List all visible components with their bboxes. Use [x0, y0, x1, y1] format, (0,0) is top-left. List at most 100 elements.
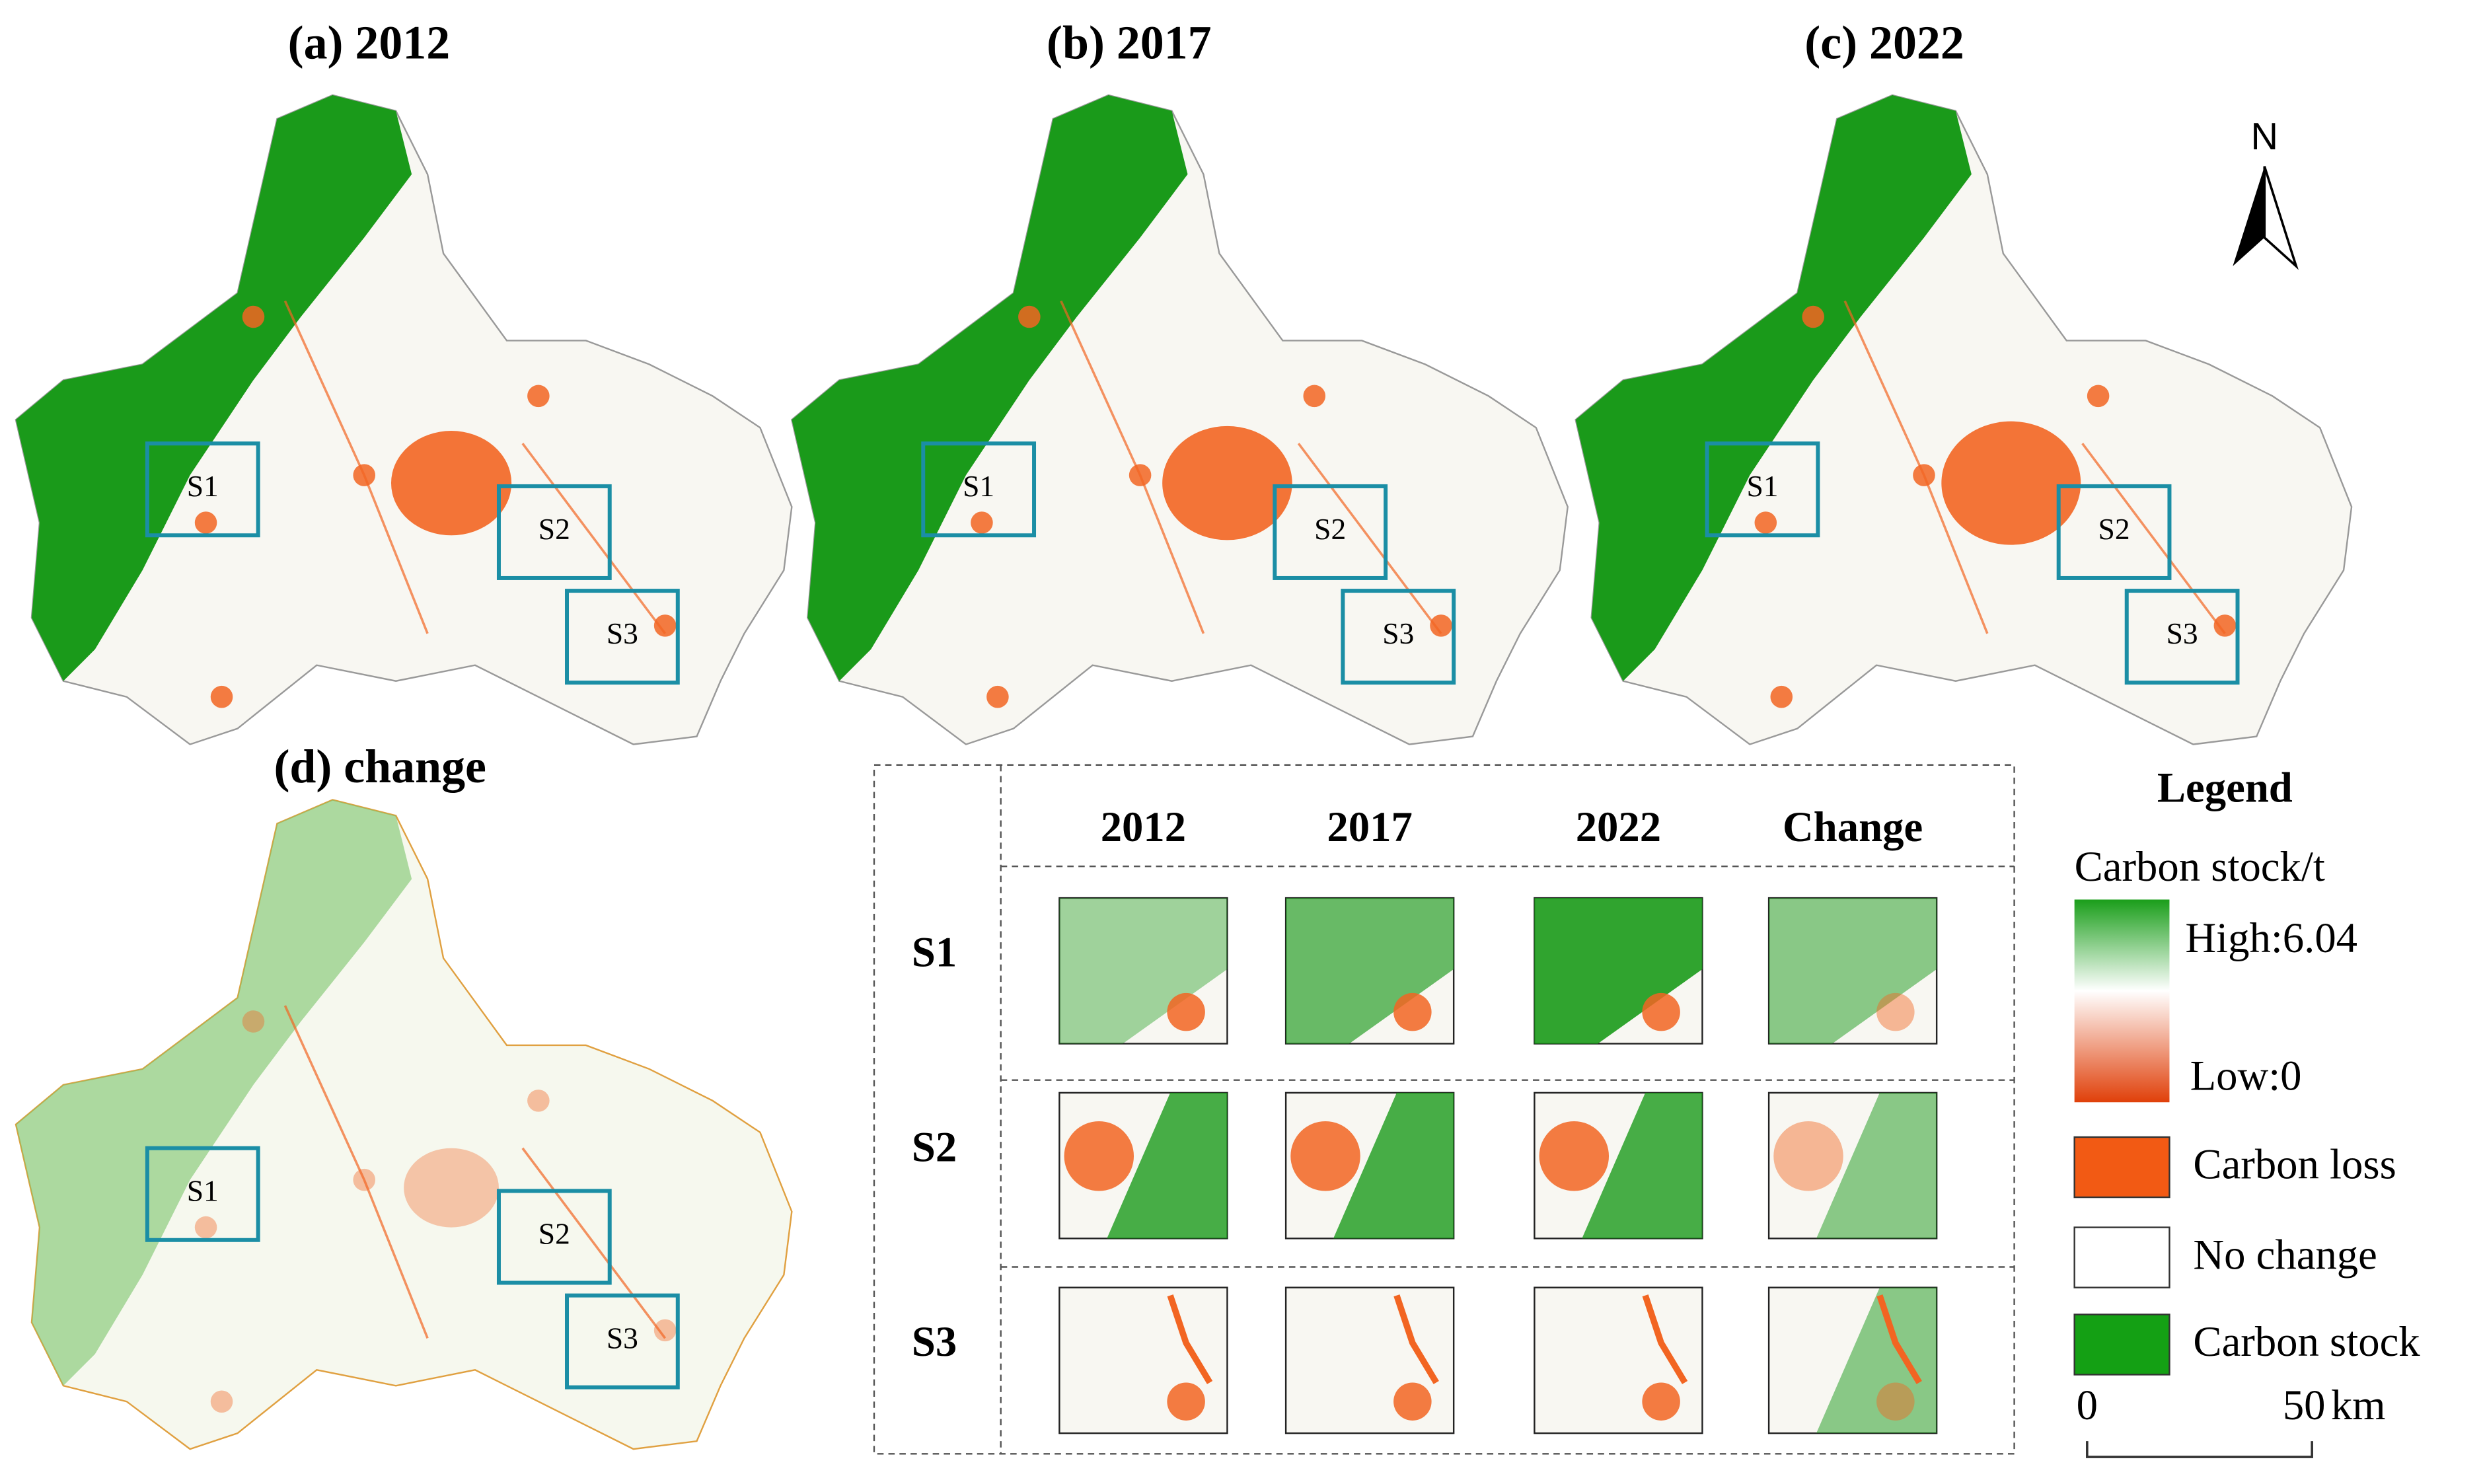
town: [210, 1390, 233, 1413]
study-box: [2056, 484, 2172, 580]
inset-cell: [1058, 897, 1228, 1045]
cell-forest: [1107, 1092, 1228, 1239]
box-label: S2: [1314, 512, 1346, 546]
town: [242, 305, 265, 328]
inset-cell: [1058, 1092, 1228, 1240]
cell-urban: [1167, 1382, 1205, 1421]
scale-end: 50: [2283, 1381, 2326, 1428]
inset-table: 2012 2017 2022 Change S1 S2 S3: [873, 764, 2015, 1455]
cell-urban: [1393, 992, 1432, 1031]
cell-forest: [1286, 898, 1454, 1044]
road: [283, 1005, 667, 1339]
box-label: S1: [187, 1174, 219, 1208]
study-box: [145, 441, 260, 538]
box-label: S3: [607, 616, 638, 650]
urban-area: [404, 1148, 499, 1228]
study-box: [496, 484, 612, 580]
urban-area: [1941, 421, 2081, 545]
north-label: N: [2250, 116, 2278, 158]
road: [283, 300, 667, 634]
town: [1303, 385, 1326, 408]
legend: Legend Carbon stock/t High:6.04 Low:0 Ca…: [2073, 763, 2420, 1458]
cell-river: [1167, 1294, 1213, 1384]
study-box: [2124, 589, 2240, 685]
map-panel: (c) 2022 S1 S2 S3: [1575, 17, 2353, 745]
study-box: [565, 1293, 680, 1390]
town: [210, 685, 233, 708]
legend-item: Carbon loss: [2193, 1140, 2396, 1188]
cell-urban: [1773, 1121, 1843, 1191]
column-header: 2022: [1576, 803, 1661, 850]
study-box: [145, 1146, 260, 1242]
forest-area: [15, 94, 412, 681]
town: [1018, 305, 1041, 328]
box-label: S3: [1382, 616, 1414, 650]
row-header: S2: [912, 1123, 957, 1170]
region-outline: [791, 94, 1569, 745]
cell-river: [1393, 1294, 1439, 1384]
legend-swatch: [2073, 1136, 2170, 1199]
cell-forest: [1816, 1092, 1937, 1239]
cell-forest: [1769, 898, 1937, 1044]
box-label: S2: [2098, 512, 2130, 546]
map-panel: (d) change S1 S2 S3: [15, 740, 793, 1450]
box-label: S1: [1746, 469, 1778, 503]
legend-title: Legend: [2157, 763, 2293, 811]
legend-swatch: [2073, 1226, 2170, 1288]
box-label: S2: [538, 1216, 570, 1250]
column-header: 2012: [1101, 803, 1186, 850]
legend-subtitle: Carbon stock/t: [2075, 842, 2325, 890]
map-panel: (a) 2012 S1 S2 S3: [15, 17, 793, 745]
legend-item: Carbon stock: [2193, 1317, 2420, 1365]
town: [1430, 614, 1452, 637]
road: [1843, 300, 2226, 634]
north-arrow-left: [2233, 166, 2265, 266]
cell-forest: [1816, 1287, 1937, 1434]
study-box: [565, 589, 680, 685]
inset-cell: [1284, 1286, 1455, 1434]
study-box: [1705, 441, 1820, 538]
inset-cell: [1534, 1092, 1703, 1240]
legend-high: High:6.04: [2185, 914, 2357, 961]
town: [1770, 685, 1793, 708]
inset-cell: [1534, 897, 1703, 1045]
forest-area: [15, 799, 412, 1386]
cell-urban: [1642, 992, 1680, 1031]
box-label: S2: [538, 512, 570, 546]
cell-forest: [1534, 898, 1703, 1044]
column-header: Change: [1783, 803, 1923, 850]
inset-cell: [1767, 1092, 1938, 1240]
town: [653, 1319, 677, 1342]
town: [1802, 305, 1824, 328]
cell-urban: [1642, 1382, 1680, 1421]
inset-cell: [1058, 1286, 1228, 1434]
inset-cell: [1767, 897, 1938, 1045]
study-box: [1273, 484, 1388, 580]
inset-cell: [1534, 1286, 1703, 1434]
inset-frame: [873, 764, 2015, 1455]
north-arrow-right: [2263, 166, 2299, 270]
maps: (a) 2012 S1 S2 S3 (b) 2017 S1 S2 S3 (c) 2022 S1 S2…: [15, 17, 2353, 1450]
inset-cell: [1767, 1286, 1938, 1434]
town: [2087, 385, 2110, 408]
cell-urban: [1539, 1121, 1610, 1191]
legend-low: Low:0: [2190, 1052, 2302, 1099]
town: [527, 1090, 550, 1112]
urban-area: [1162, 426, 1292, 540]
cell-urban: [1876, 992, 1915, 1031]
road: [1060, 300, 1442, 634]
cell-forest: [1582, 1092, 1703, 1239]
town: [986, 685, 1009, 708]
row-header: S3: [912, 1317, 957, 1365]
cell-river: [1642, 1294, 1688, 1384]
box-label: S3: [2167, 616, 2198, 650]
cell-urban: [1064, 1121, 1134, 1191]
box-label: S1: [187, 469, 219, 503]
inset-cell: [1284, 1092, 1455, 1240]
region-outline: [15, 799, 793, 1450]
study-box: [496, 1189, 612, 1285]
town: [2213, 614, 2237, 637]
inset-cell: [1284, 897, 1455, 1045]
scale-unit: km: [2331, 1381, 2386, 1428]
